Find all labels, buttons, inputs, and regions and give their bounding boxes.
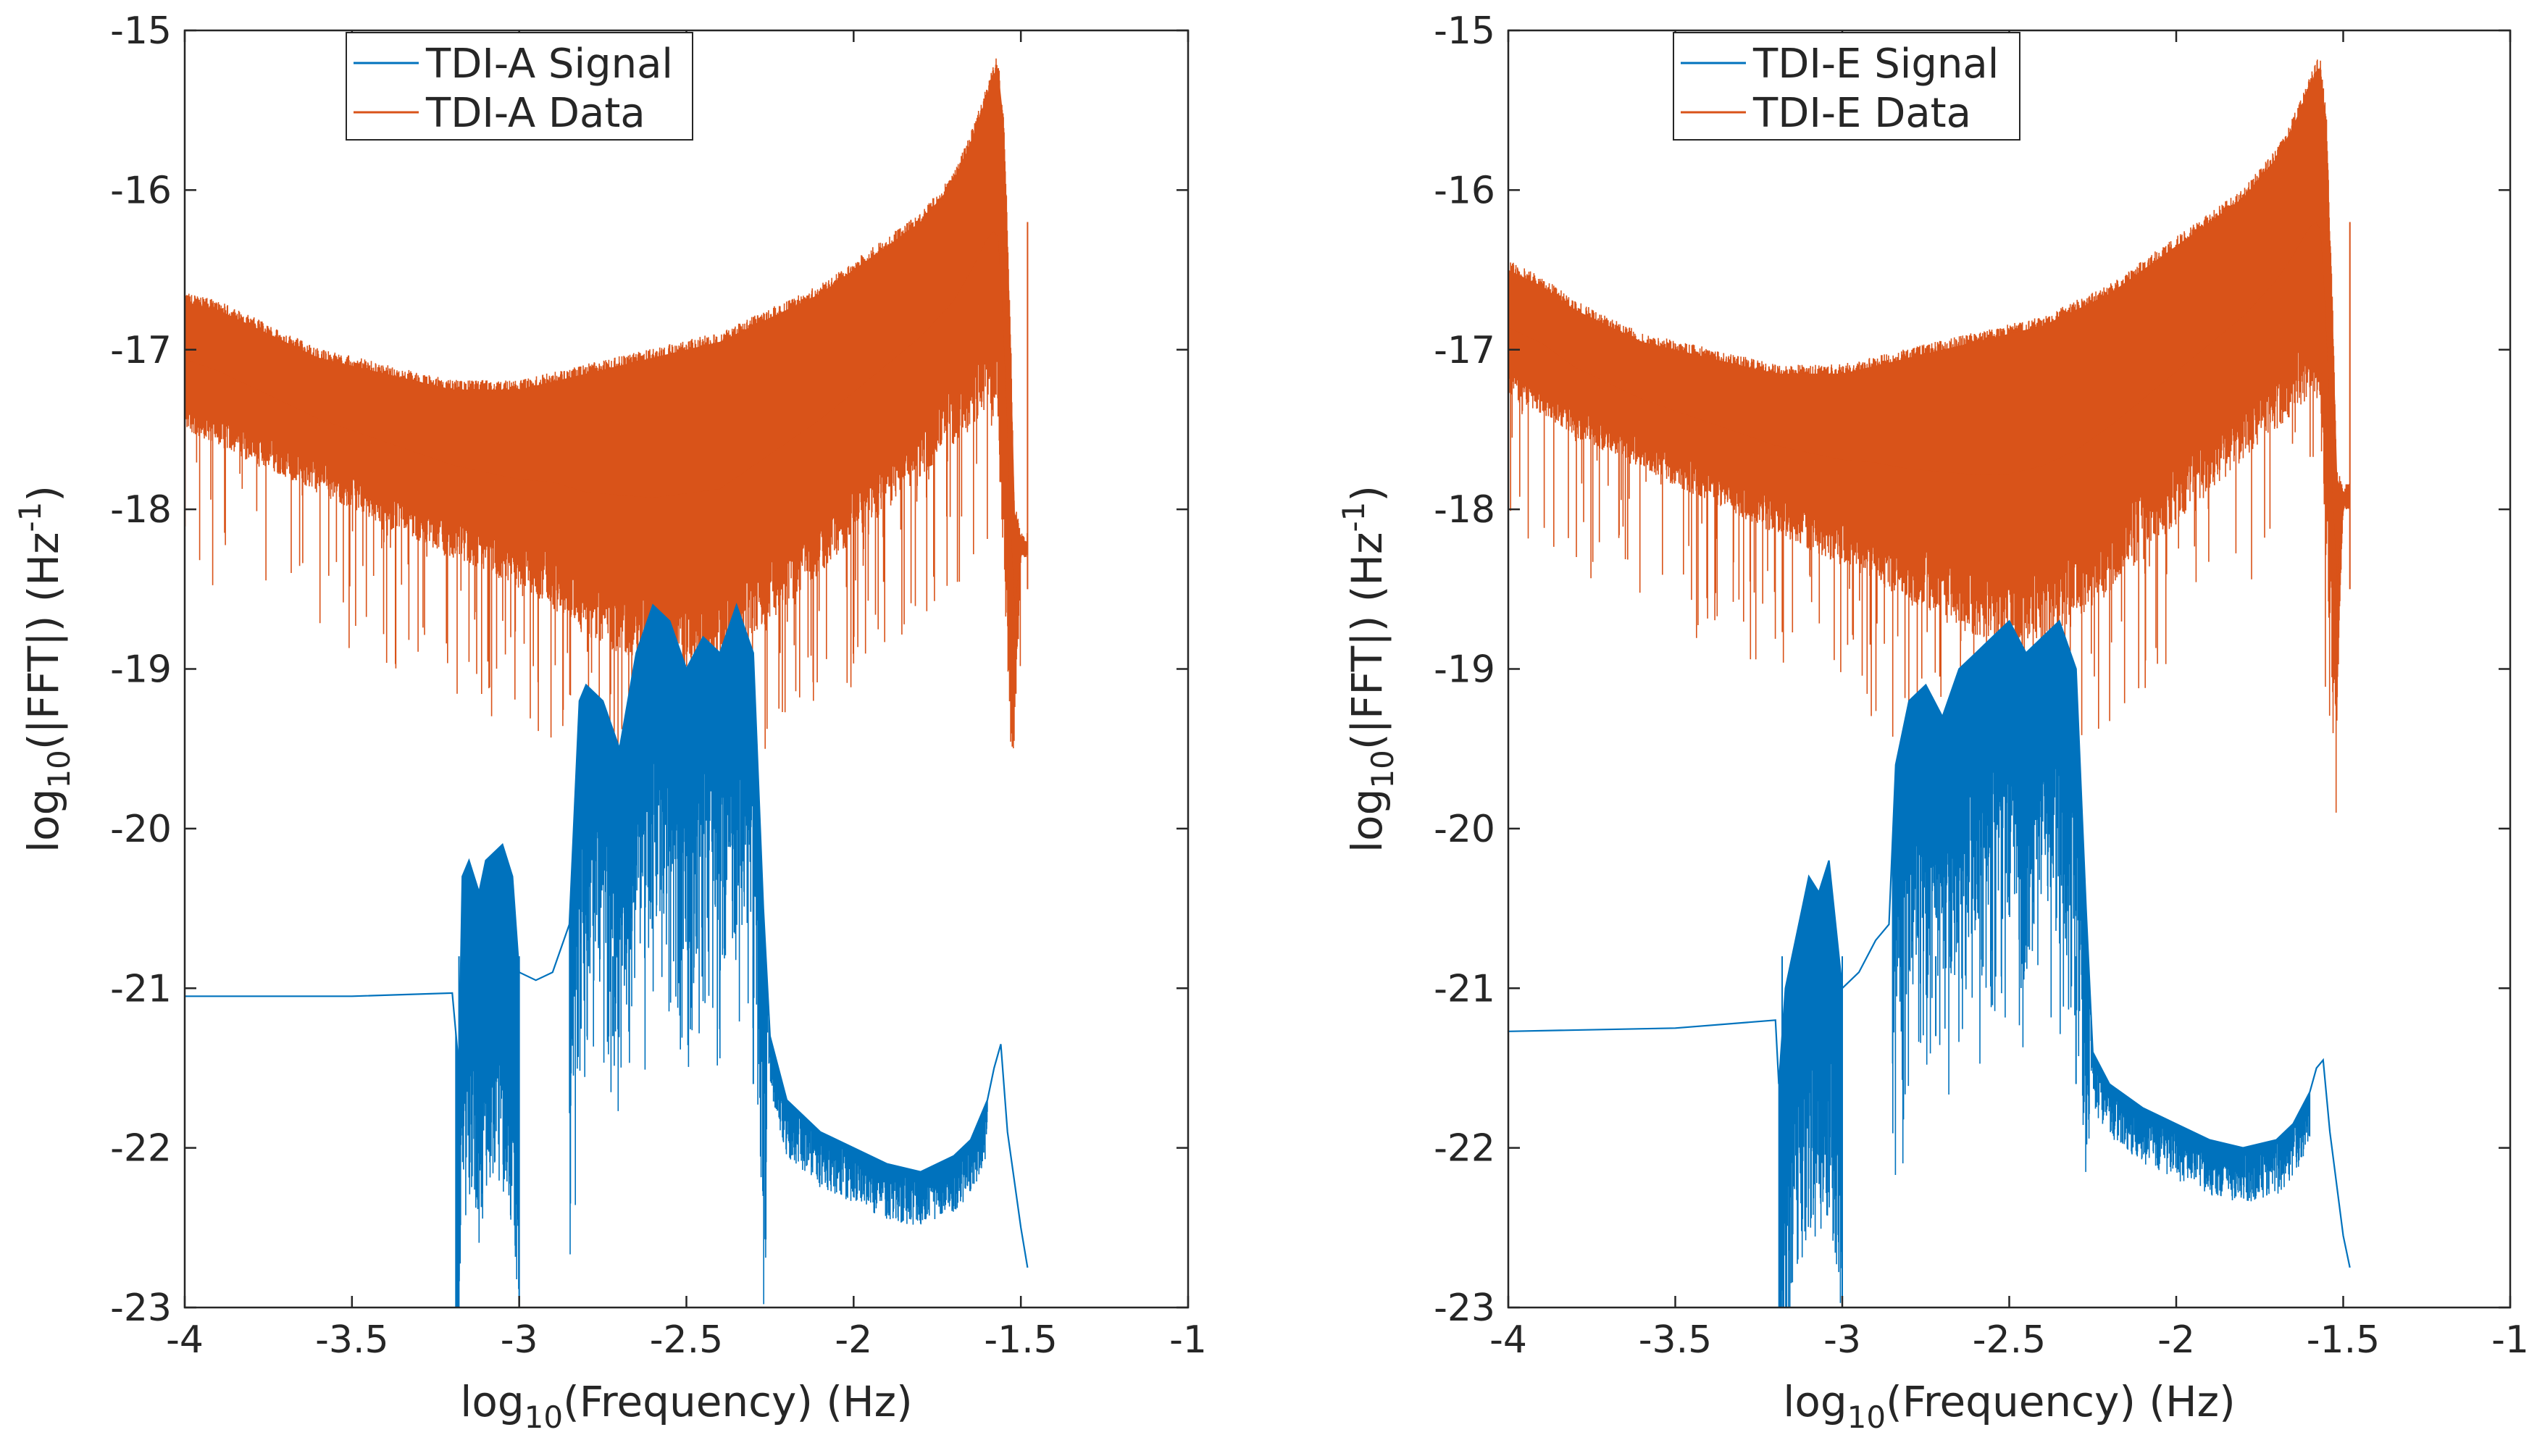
y-tick-label: -19: [1434, 648, 1495, 692]
y-tick-label: -22: [110, 1127, 172, 1171]
series-tdi-signal-bursts: [1778, 621, 2311, 1308]
y-tick-label: -21: [1434, 967, 1495, 1011]
series-tdi-data-core: [185, 68, 1028, 610]
legend-box: [1673, 32, 2020, 141]
y-tick-label: -19: [110, 648, 172, 692]
x-tick-label: -1: [1169, 1318, 1207, 1362]
y-tick-label: -22: [1434, 1127, 1495, 1171]
plot-area: [185, 58, 1029, 1308]
legend-label: TDI-E Signal: [1752, 41, 1999, 88]
legend-label: TDI-A Data: [425, 90, 645, 137]
y-tick-label: -21: [110, 967, 172, 1011]
x-tick-label: -2.5: [1973, 1318, 2046, 1362]
y-tick-label: -20: [1434, 808, 1495, 851]
y-tick-label: -18: [1434, 488, 1495, 532]
x-tick-label: -2: [835, 1318, 872, 1362]
x-tick-label: -4: [1489, 1318, 1527, 1362]
x-axis-label: log10(Frequency) (Hz): [1783, 1377, 2236, 1435]
x-tick-label: -2.5: [650, 1318, 723, 1362]
y-axis-label: log10(|FFT|) (Hz-1): [1336, 485, 1400, 853]
y-tick-label: -17: [110, 329, 172, 372]
y-tick-label: -15: [1434, 9, 1495, 53]
x-tick-label: -1.5: [984, 1318, 1057, 1362]
y-tick-label: -15: [110, 9, 172, 53]
chart-panel-1: -4 -3.5 -3 -2.5 -2 -1.5 -1 -15 -16 -17 -18 -19 -20 -2…: [12, 9, 1207, 1435]
y-tick-label: -18: [110, 488, 172, 532]
x-tick-label: -4: [166, 1318, 204, 1362]
series-tdi-data-core: [1508, 68, 2350, 582]
series-tdi-signal-bursts: [455, 605, 988, 1308]
legend-label: TDI-A Signal: [425, 41, 673, 88]
y-tick-label: -20: [110, 808, 172, 851]
x-tick-label: -3: [1823, 1318, 1861, 1362]
series-tdi-signal-line: [185, 603, 1029, 1268]
x-tick-label: -3.5: [315, 1318, 388, 1362]
legend-label: TDI-E Data: [1752, 90, 1971, 137]
chart-panel-2: -4 -3.5 -3 -2.5 -2 -1.5 -1 -15 -16 -17 -18 -19 -20 -2…: [1336, 9, 2529, 1435]
y-axis-label: log10(|FFT|) (Hz-1): [12, 485, 77, 853]
y-tick-label: -17: [1434, 329, 1495, 372]
plot-area: [1508, 59, 2351, 1308]
series-tdi-signal-line: [1508, 619, 2351, 1268]
x-axis-label: log10(Frequency) (Hz): [460, 1377, 913, 1435]
y-tick-label: -23: [1434, 1286, 1495, 1330]
x-tick-label: -1.5: [2307, 1318, 2380, 1362]
x-tick-label: -1: [2491, 1318, 2529, 1362]
y-tick-label: -16: [1434, 169, 1495, 212]
x-tick-label: -3.5: [1639, 1318, 1712, 1362]
x-tick-label: -2: [2157, 1318, 2195, 1362]
y-tick-label: -16: [110, 169, 172, 212]
legend-box: [346, 32, 693, 141]
y-tick-label: -23: [110, 1286, 172, 1330]
x-tick-label: -3: [501, 1318, 538, 1362]
